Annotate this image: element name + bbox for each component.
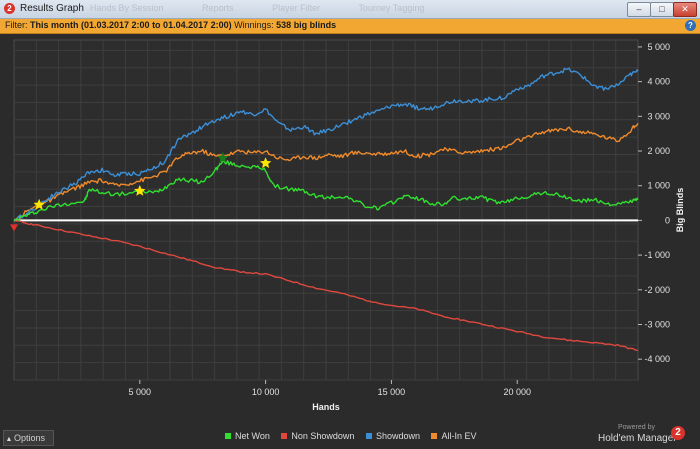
window-title: Results Graph <box>20 3 84 14</box>
legend-item-non-showdown[interactable]: Non Showdown <box>281 431 354 441</box>
legend-label: All-In EV <box>441 431 477 441</box>
minimize-icon: – <box>636 4 642 14</box>
legend-swatch <box>431 433 438 439</box>
options-button[interactable]: ▲ Options <box>3 430 54 446</box>
powered-by-text: Powered by <box>618 424 655 431</box>
bg-menu-item: Reports <box>202 3 234 13</box>
x-axis-label: Hands <box>312 402 340 412</box>
options-label: Options <box>14 433 46 443</box>
y-tick-label: -1 000 <box>644 250 670 260</box>
y-tick-label: 2 000 <box>647 146 670 156</box>
chevron-up-icon: ▲ <box>5 436 13 443</box>
minimize-button[interactable]: – <box>627 2 651 17</box>
y-axis-label: Big Blinds <box>675 188 685 233</box>
star-marker <box>259 157 272 168</box>
star-marker <box>134 184 146 196</box>
y-tick-label: 5 000 <box>647 42 670 52</box>
bg-menu-item: Player Filter <box>272 3 321 13</box>
close-icon: ✕ <box>681 4 689 14</box>
y-tick-label: 1 000 <box>647 181 670 191</box>
series-non-showdown <box>13 219 639 352</box>
hm2-logo-icon: 2 <box>4 3 15 14</box>
series-showdown <box>13 67 639 222</box>
legend-label: Net Won <box>235 431 270 441</box>
filter-range: This month (01.03.2017 2:00 to 01.04.201… <box>30 20 232 30</box>
series-all-in-ev <box>13 122 639 221</box>
star-marker <box>217 152 229 163</box>
series-net-won <box>13 158 639 222</box>
bg-menu-item: Tourney Tagging <box>358 3 425 13</box>
legend-item-all-in-ev[interactable]: All-In EV <box>431 431 477 441</box>
legend-label: Non Showdown <box>291 431 355 441</box>
close-button[interactable]: ✕ <box>673 2 697 17</box>
maximize-icon: □ <box>659 4 665 14</box>
bg-menu-item: Hands By Session <box>90 3 164 13</box>
y-tick-label: 3 000 <box>647 111 670 121</box>
title-bar: 2 Results Graph Hands By Session Reports… <box>0 0 700 19</box>
filter-text: Filter: This month (01.03.2017 2:00 to 0… <box>5 20 336 30</box>
y-tick-label: -4 000 <box>644 354 670 364</box>
y-tick-label: -3 000 <box>644 319 670 329</box>
legend-swatch <box>225 433 231 439</box>
legend-item-showdown[interactable]: Showdown <box>365 431 420 441</box>
x-tick-label: 5 000 <box>129 387 152 397</box>
background-menu: Hands By Session Reports Player Filter T… <box>90 3 460 13</box>
winnings-label: Winnings: <box>234 20 274 30</box>
legend-swatch <box>281 433 288 439</box>
y-tick-label: 4 000 <box>647 77 670 87</box>
x-tick-label: 15 000 <box>378 387 406 397</box>
legend-item-net-won[interactable]: Net Won <box>225 431 270 441</box>
winnings-value: 538 big blinds <box>276 20 337 30</box>
help-icon[interactable]: ? <box>685 20 696 31</box>
maximize-button[interactable]: □ <box>650 2 674 17</box>
y-tick-label: 0 <box>665 215 670 225</box>
hm2-logo-icon: 2 <box>671 426 685 440</box>
legend-swatch <box>365 433 372 439</box>
legend-label: Showdown <box>375 431 420 441</box>
x-tick-label: 20 000 <box>503 387 531 397</box>
x-tick-label: 10 000 <box>252 387 280 397</box>
chart-legend: Net Won Non Showdown Showdown All-In EV <box>225 431 486 443</box>
results-chart: -4 000 -3 000 -2 000 -1 000 0 1 000 2 000 3 000… <box>10 39 685 412</box>
filter-prefix: Filter: <box>5 20 28 30</box>
triangle-marker <box>10 224 18 232</box>
filter-bar[interactable]: Filter: This month (01.03.2017 2:00 to 0… <box>0 19 700 34</box>
brand-name: Hold'em Manager <box>598 433 677 444</box>
star-marker <box>33 198 45 210</box>
y-tick-label: -2 000 <box>644 285 670 295</box>
